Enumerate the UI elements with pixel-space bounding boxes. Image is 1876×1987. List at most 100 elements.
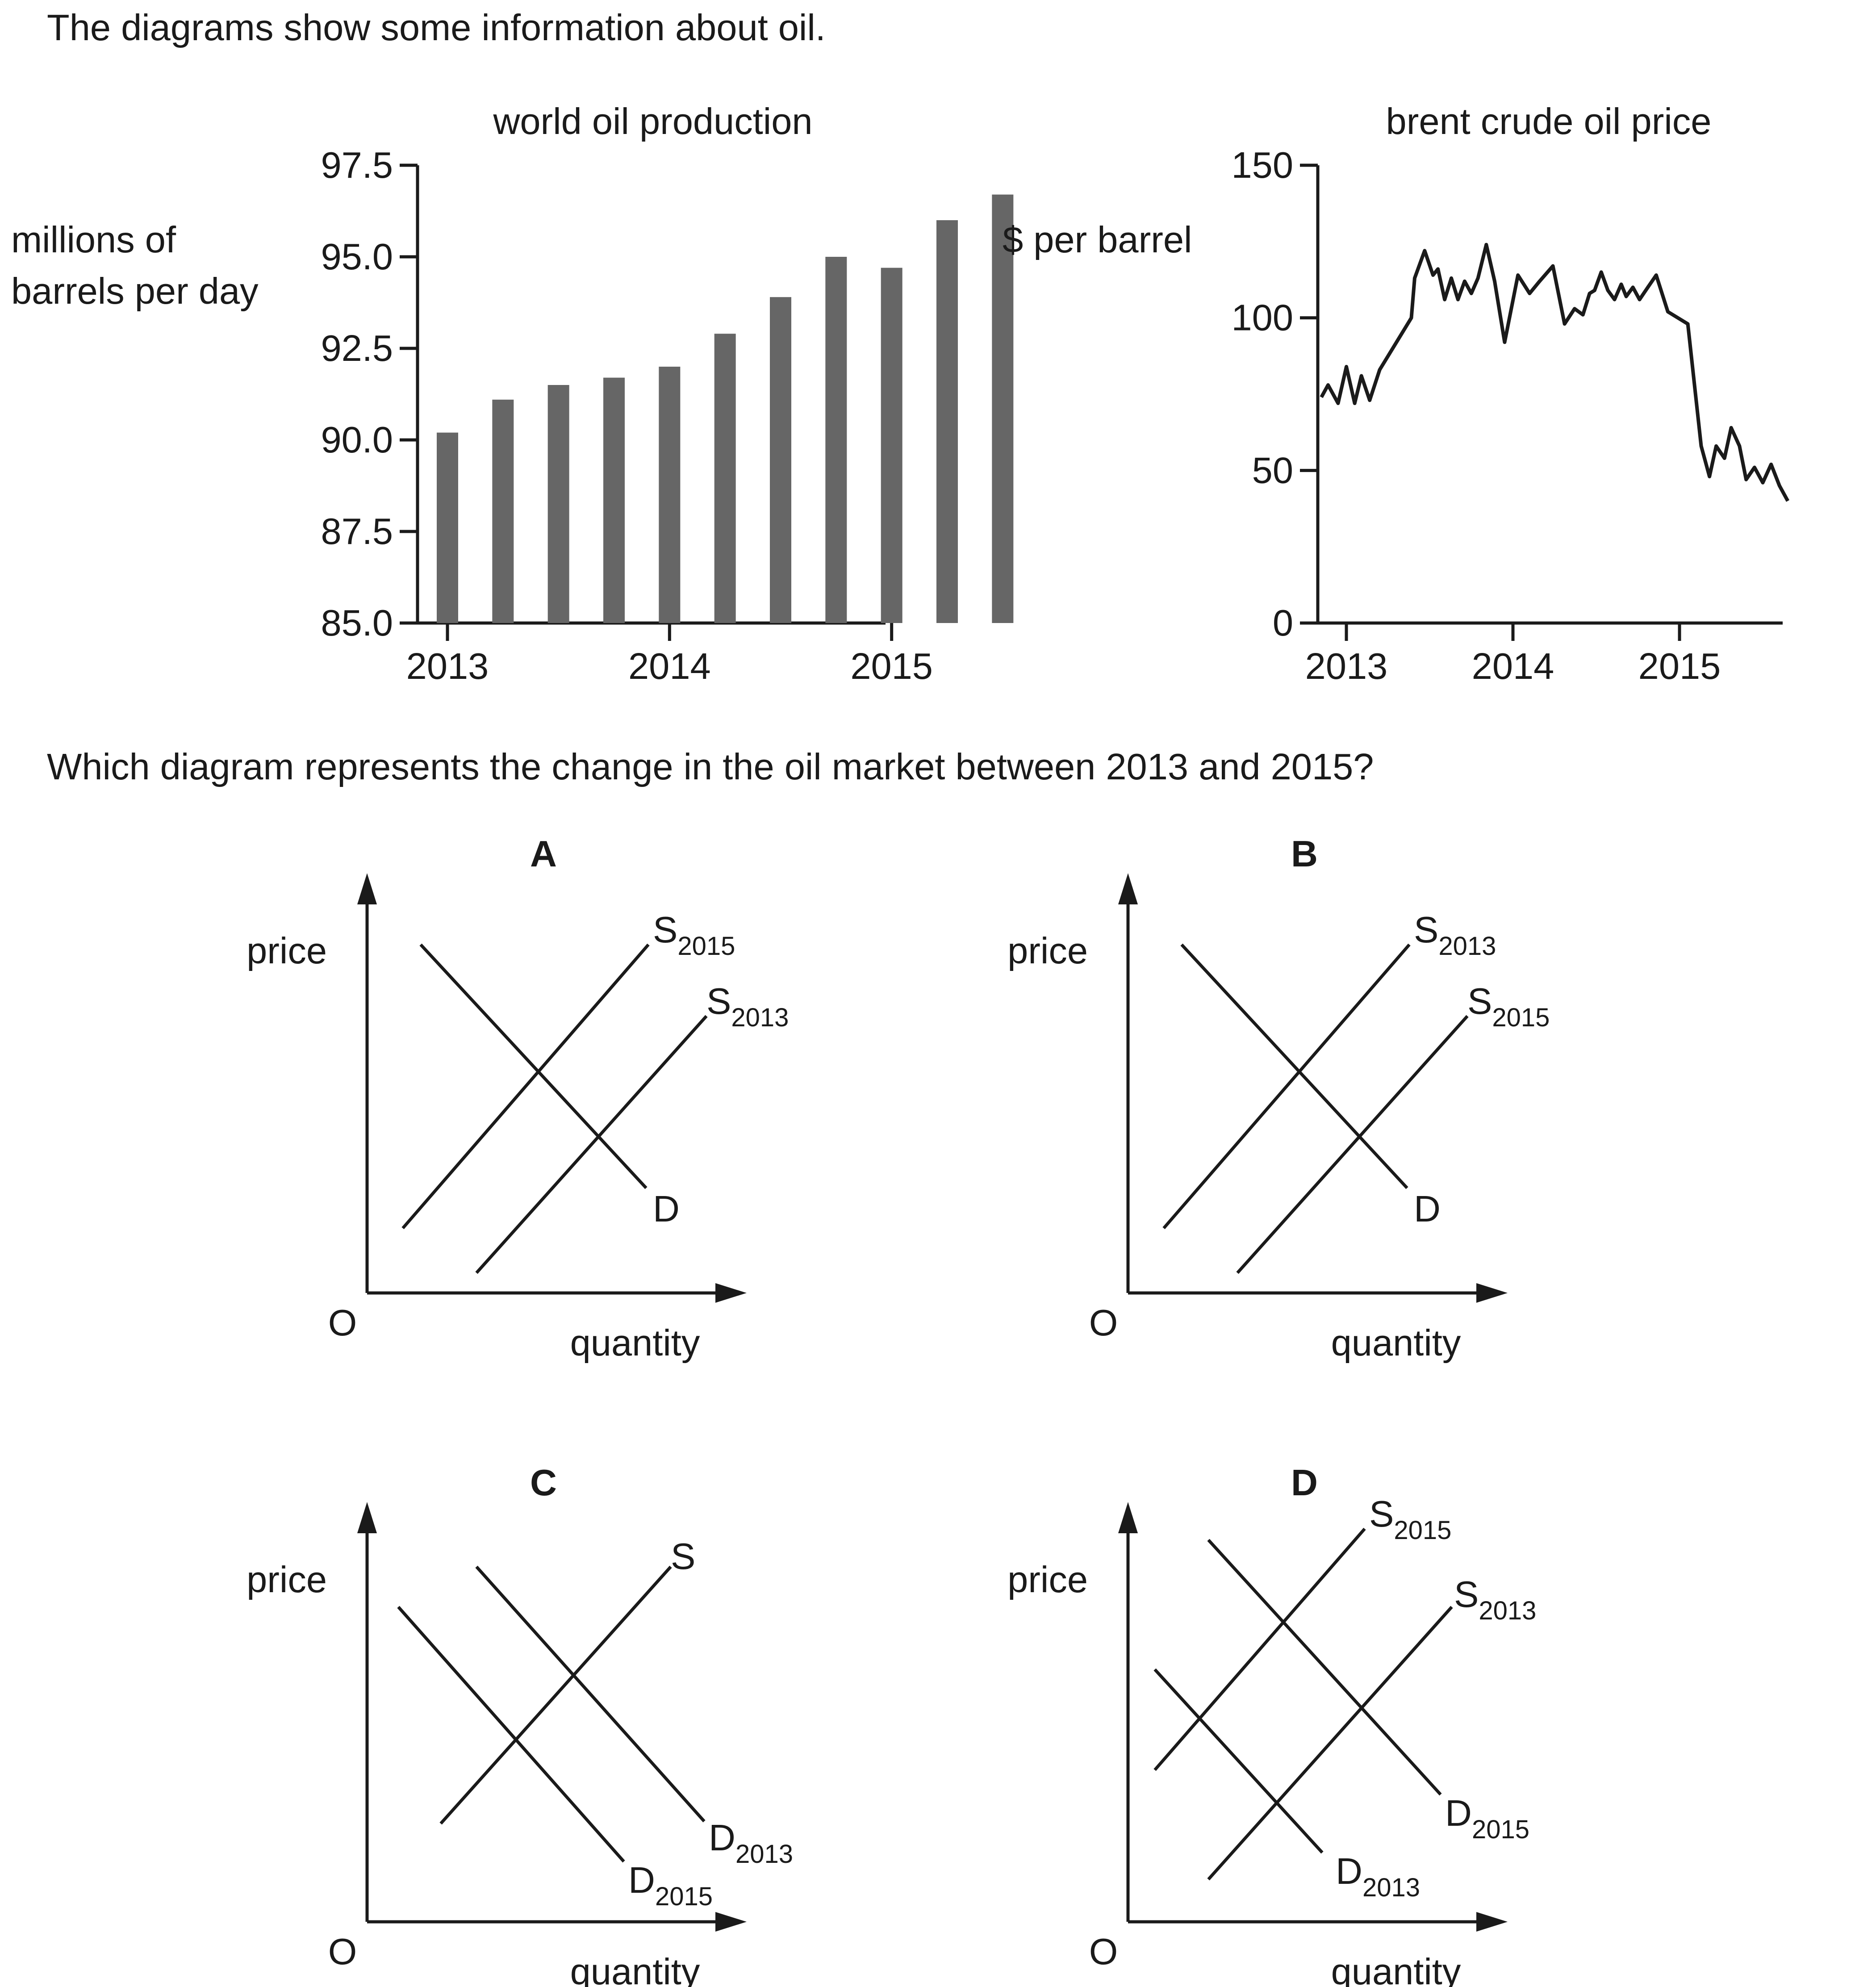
production-bar (714, 334, 736, 623)
curve-year-subscript: 2013 (731, 1003, 789, 1032)
production-bar (547, 385, 569, 623)
curve-letter: S (1454, 1573, 1479, 1615)
curve-year-subscript: 2013 (1479, 1596, 1536, 1625)
origin-label: O (328, 1302, 357, 1343)
price-x-tick-label: 2015 (1638, 645, 1721, 687)
curve-letter: D (1445, 1792, 1472, 1834)
curve-letter: D (653, 1188, 680, 1230)
x-axis-arrowhead (715, 1912, 747, 1932)
production-x-tick-label: 2013 (406, 645, 489, 687)
production-y-tick-label: 97.5 (321, 144, 393, 186)
demand-2015-curve (397, 1606, 625, 1863)
supply-2013-label: S2013 (706, 980, 789, 1032)
origin-label: O (1089, 1931, 1118, 1972)
production-y-tick-label: 87.5 (321, 510, 393, 552)
price-series-line (1320, 243, 1790, 502)
production-x-tick-label: 2015 (850, 645, 933, 687)
x-axis-arrowhead (1476, 1283, 1508, 1303)
production-chart-title: world oil production (493, 100, 812, 142)
price-x-tick-label: 2013 (1305, 645, 1388, 687)
production-bar (659, 367, 681, 623)
production-bar (936, 220, 958, 623)
y-axis-arrowhead (357, 873, 377, 904)
option-letter: A (530, 833, 557, 874)
production-bar (603, 377, 625, 623)
price-line-chart: brent crude oil price $ per barrel 0 50 10… (1003, 100, 1790, 687)
production-y-label-line-2: barrels per day (11, 270, 259, 312)
supply-label: S (671, 1535, 695, 1577)
production-x-tick-label: 2014 (628, 645, 711, 687)
curve-year-subscript: 2013 (1438, 932, 1496, 961)
quantity-axis-label: quantity (1331, 1322, 1461, 1364)
demand-curve (419, 943, 648, 1189)
quantity-axis-label: quantity (570, 1322, 700, 1364)
production-bar (492, 399, 514, 623)
curve-year-subscript: 2015 (1492, 1003, 1550, 1032)
y-axis-arrowhead (357, 1502, 377, 1533)
production-y-label-line-1: millions of (11, 219, 176, 260)
price-axis-label: price (1007, 1559, 1088, 1600)
supply-2015-label: S2015 (1467, 980, 1550, 1032)
curve-letter: D (1336, 1850, 1362, 1892)
curve-letter: D (628, 1859, 655, 1901)
demand-2013-label: D2013 (709, 1817, 793, 1869)
curve-letter: S (1467, 980, 1492, 1022)
supply-2015-label: S2015 (653, 909, 735, 961)
question-text: Which diagram represents the change in t… (47, 746, 1374, 787)
demand-label: D (653, 1188, 680, 1230)
production-bar (437, 432, 458, 623)
x-axis-arrowhead (1476, 1912, 1508, 1932)
demand-2015-label: D2015 (628, 1859, 713, 1911)
demand-2013-curve (1153, 1668, 1324, 1854)
supply-2013-curve (475, 1015, 708, 1274)
production-bar-chart: world oil production millions of barrels… (11, 100, 1014, 687)
supply-2013-curve (1207, 1606, 1453, 1881)
quantity-axis-label: quantity (570, 1951, 700, 1987)
production-bar (881, 268, 902, 623)
production-bar (825, 257, 847, 623)
curve-letter: S (1369, 1493, 1394, 1535)
option-letter: C (530, 1462, 557, 1503)
demand-2013-curve (475, 1565, 706, 1823)
curve-year-subscript: 2015 (655, 1882, 713, 1911)
supply-2015-curve (1236, 1015, 1469, 1274)
y-axis-arrowhead (1118, 873, 1138, 904)
demand-2015-label: D2015 (1445, 1792, 1529, 1844)
origin-label: O (328, 1931, 357, 1972)
supply-2013-curve (1162, 943, 1411, 1230)
curve-letter: D (709, 1817, 735, 1858)
price-y-tick-label: 0 (1273, 602, 1293, 644)
supply-2015-label: S2015 (1369, 1493, 1451, 1545)
price-axis-label: price (247, 930, 327, 971)
origin-label: O (1089, 1302, 1118, 1343)
curve-letter: S (706, 980, 731, 1022)
production-y-tick-label: 90.0 (321, 419, 393, 460)
price-axis-label: price (1007, 930, 1088, 971)
price-axis-label: price (247, 1559, 327, 1600)
price-y-tick-label: 100 (1232, 297, 1293, 339)
option-letter: D (1291, 1462, 1318, 1503)
production-y-tick-label: 92.5 (321, 327, 393, 369)
curve-letter: S (671, 1535, 695, 1577)
curve-year-subscript: 2013 (735, 1840, 793, 1869)
demand-2013-label: D2013 (1336, 1850, 1420, 1902)
price-y-tick-label: 50 (1252, 449, 1293, 491)
curve-year-subscript: 2013 (1362, 1873, 1420, 1902)
curve-letter: S (1414, 909, 1438, 950)
supply-2013-label: S2013 (1454, 1573, 1536, 1625)
demand-2015-curve (1207, 1539, 1442, 1796)
quantity-axis-label: quantity (1331, 1951, 1461, 1987)
curve-letter: D (1414, 1188, 1441, 1230)
supply-2015-curve (1153, 1527, 1366, 1771)
price-x-tick-label: 2014 (1472, 645, 1554, 687)
supply-2013-label: S2013 (1414, 909, 1496, 961)
y-axis-arrowhead (1118, 1502, 1138, 1533)
price-y-tick-label: 150 (1232, 144, 1293, 186)
curve-year-subscript: 2015 (1394, 1516, 1451, 1545)
curve-year-subscript: 2015 (677, 932, 735, 961)
intro-text: The diagrams show some information about… (47, 7, 826, 48)
